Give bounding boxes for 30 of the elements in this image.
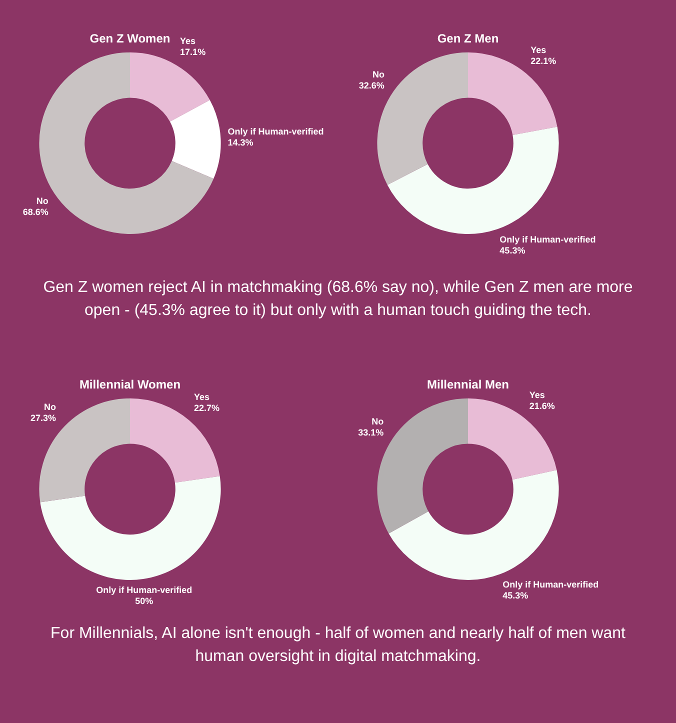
chart-title: Millennial Women xyxy=(79,378,181,392)
slice-label: Only if Human-verified xyxy=(96,584,192,595)
data-label: 32.6% xyxy=(358,80,384,90)
slice-label: Yes xyxy=(180,36,196,46)
slice-label: Yes xyxy=(529,390,545,400)
slice-label: Only if Human-verified xyxy=(500,234,596,245)
chart-title: Gen Z Women xyxy=(90,32,170,46)
data-label: 22.7% xyxy=(194,403,220,414)
data-label: 22.1% xyxy=(530,56,556,66)
data-label: 68.6% xyxy=(22,207,48,218)
slice-label: No xyxy=(36,196,49,206)
chart-title: Millennial Men xyxy=(426,378,510,392)
text: For Millennials, AI alone isn't enough - half of women and nearly half of men want human oversight in digital matchmaking. xyxy=(50,624,626,667)
data-label: 33.1% xyxy=(358,428,384,438)
data-label: 45.3% xyxy=(500,246,526,256)
data-label: 21.6% xyxy=(529,401,555,412)
data-label: 45.3% xyxy=(502,590,528,601)
slice-label: Only if Human-verified xyxy=(502,580,599,590)
slice-label: Yes xyxy=(194,392,210,402)
data-label: 27.3% xyxy=(30,413,56,424)
chart-title: Gen Z Men xyxy=(437,32,499,46)
slice-label: No xyxy=(372,69,385,80)
text: Gen Z women reject AI in matchmaking (68.6% say no), while Gen Z men are more open - (45.3% agree to it) but only with a human touch guiding the tech. xyxy=(42,278,634,321)
data-label: 14.3% xyxy=(228,138,254,148)
slice-label: No xyxy=(44,402,57,412)
slice-label: No xyxy=(372,416,384,427)
slice-label: Only if Human-verified xyxy=(228,126,324,137)
slice-label: Yes xyxy=(530,45,546,56)
data-label: 50% xyxy=(135,596,154,606)
data-label: 17.1% xyxy=(180,47,206,58)
